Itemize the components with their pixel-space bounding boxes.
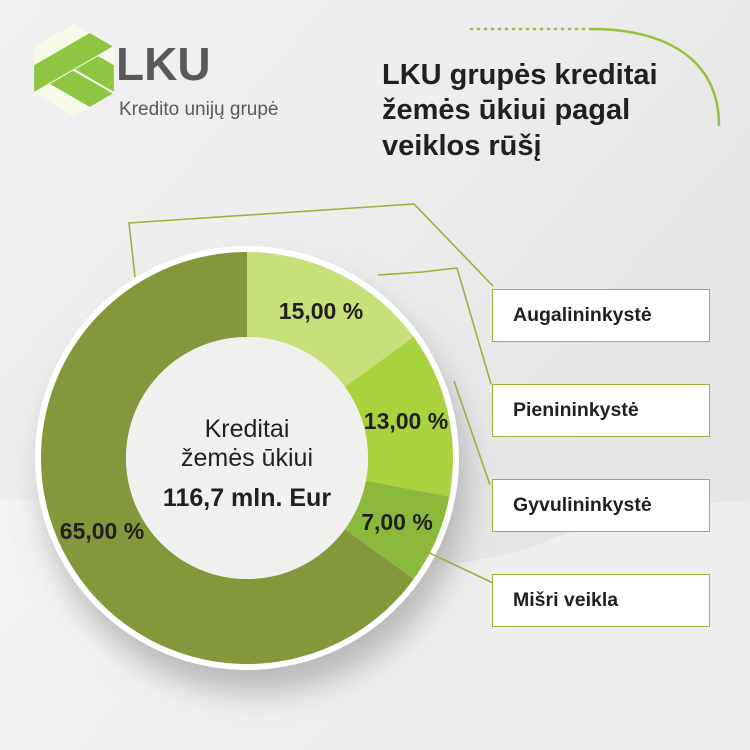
svg-text:116,7 mln. Eur: 116,7 mln. Eur (163, 484, 331, 512)
svg-text:žemės ūkiui: žemės ūkiui (181, 444, 313, 472)
svg-text:13,00 %: 13,00 % (364, 408, 448, 434)
svg-text:7,00 %: 7,00 % (361, 509, 433, 535)
svg-text:65,00 %: 65,00 % (60, 518, 144, 544)
svg-text:Kreditai: Kreditai (205, 415, 290, 443)
svg-text:15,00 %: 15,00 % (279, 298, 363, 324)
